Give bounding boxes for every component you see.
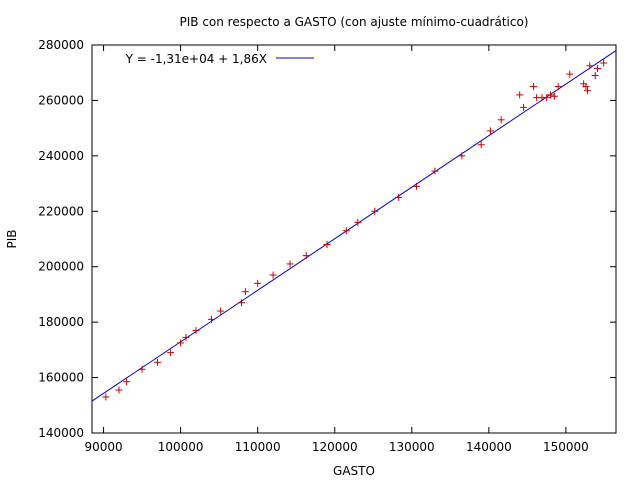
legend: Y = -1,31e+04 + 1,86X: [125, 52, 314, 66]
y-tick-label: 160000: [38, 371, 84, 385]
x-tick-label: 150000: [543, 440, 589, 454]
data-point: [530, 83, 538, 91]
data-point: [192, 326, 200, 334]
fit-line: [91, 50, 617, 402]
x-tick-label: 100000: [158, 440, 204, 454]
data-point: [477, 141, 485, 149]
data-points: [102, 59, 608, 401]
y-axis-label: PIB: [5, 229, 19, 248]
data-point: [302, 252, 310, 260]
axis-ticks: 90000 100000 110000 120000 130000 140000 15000…: [38, 38, 616, 454]
data-point: [371, 207, 379, 215]
data-point: [138, 365, 146, 373]
data-point: [516, 91, 524, 99]
y-tick-label: 280000: [38, 38, 84, 52]
data-point: [600, 59, 608, 67]
fit-line-group: [91, 50, 617, 402]
y-tick-label: 140000: [38, 426, 84, 440]
x-tick-label: 90000: [84, 440, 122, 454]
data-point: [458, 152, 466, 160]
data-point: [241, 288, 249, 296]
data-point: [547, 91, 554, 99]
data-point: [254, 279, 262, 287]
data-point: [582, 83, 590, 91]
y-tick-label: 220000: [38, 204, 84, 218]
chart-title: PIB con respecto a GASTO (con ajuste mín…: [180, 15, 529, 29]
data-point: [566, 70, 574, 78]
data-point: [102, 393, 110, 401]
legend-label: Y = -1,31e+04 + 1,86X: [125, 52, 267, 66]
data-point: [486, 127, 494, 135]
data-point: [354, 218, 362, 226]
y-tick-label: 180000: [38, 315, 84, 329]
data-point: [115, 386, 123, 394]
data-point: [583, 87, 591, 95]
data-point: [342, 227, 350, 235]
x-tick-label: 110000: [235, 440, 281, 454]
data-point: [167, 349, 175, 357]
data-point: [586, 62, 594, 70]
y-tick-label: 200000: [38, 260, 84, 274]
data-point: [182, 333, 190, 341]
data-point: [154, 358, 161, 366]
data-point: [520, 103, 528, 111]
data-point: [412, 182, 420, 190]
y-tick-label: 260000: [38, 93, 84, 107]
y-tick-label: 240000: [38, 149, 84, 163]
data-point: [177, 339, 185, 347]
data-point: [323, 241, 331, 249]
data-point: [431, 167, 439, 175]
data-point: [550, 92, 558, 100]
data-point: [269, 271, 277, 279]
data-point: [594, 65, 602, 73]
x-tick-label: 130000: [389, 440, 435, 454]
data-point: [591, 71, 599, 79]
data-point: [217, 307, 225, 315]
data-point: [395, 193, 403, 201]
data-point: [543, 94, 551, 102]
data-point: [286, 260, 294, 268]
data-point: [554, 83, 562, 91]
x-axis-label: GASTO: [333, 464, 375, 478]
data-point: [207, 315, 215, 323]
data-point: [123, 378, 131, 386]
x-tick-label: 120000: [312, 440, 358, 454]
plot-frame: [91, 44, 617, 434]
data-point: [237, 299, 245, 307]
x-tick-label: 140000: [466, 440, 512, 454]
data-point: [497, 116, 505, 124]
